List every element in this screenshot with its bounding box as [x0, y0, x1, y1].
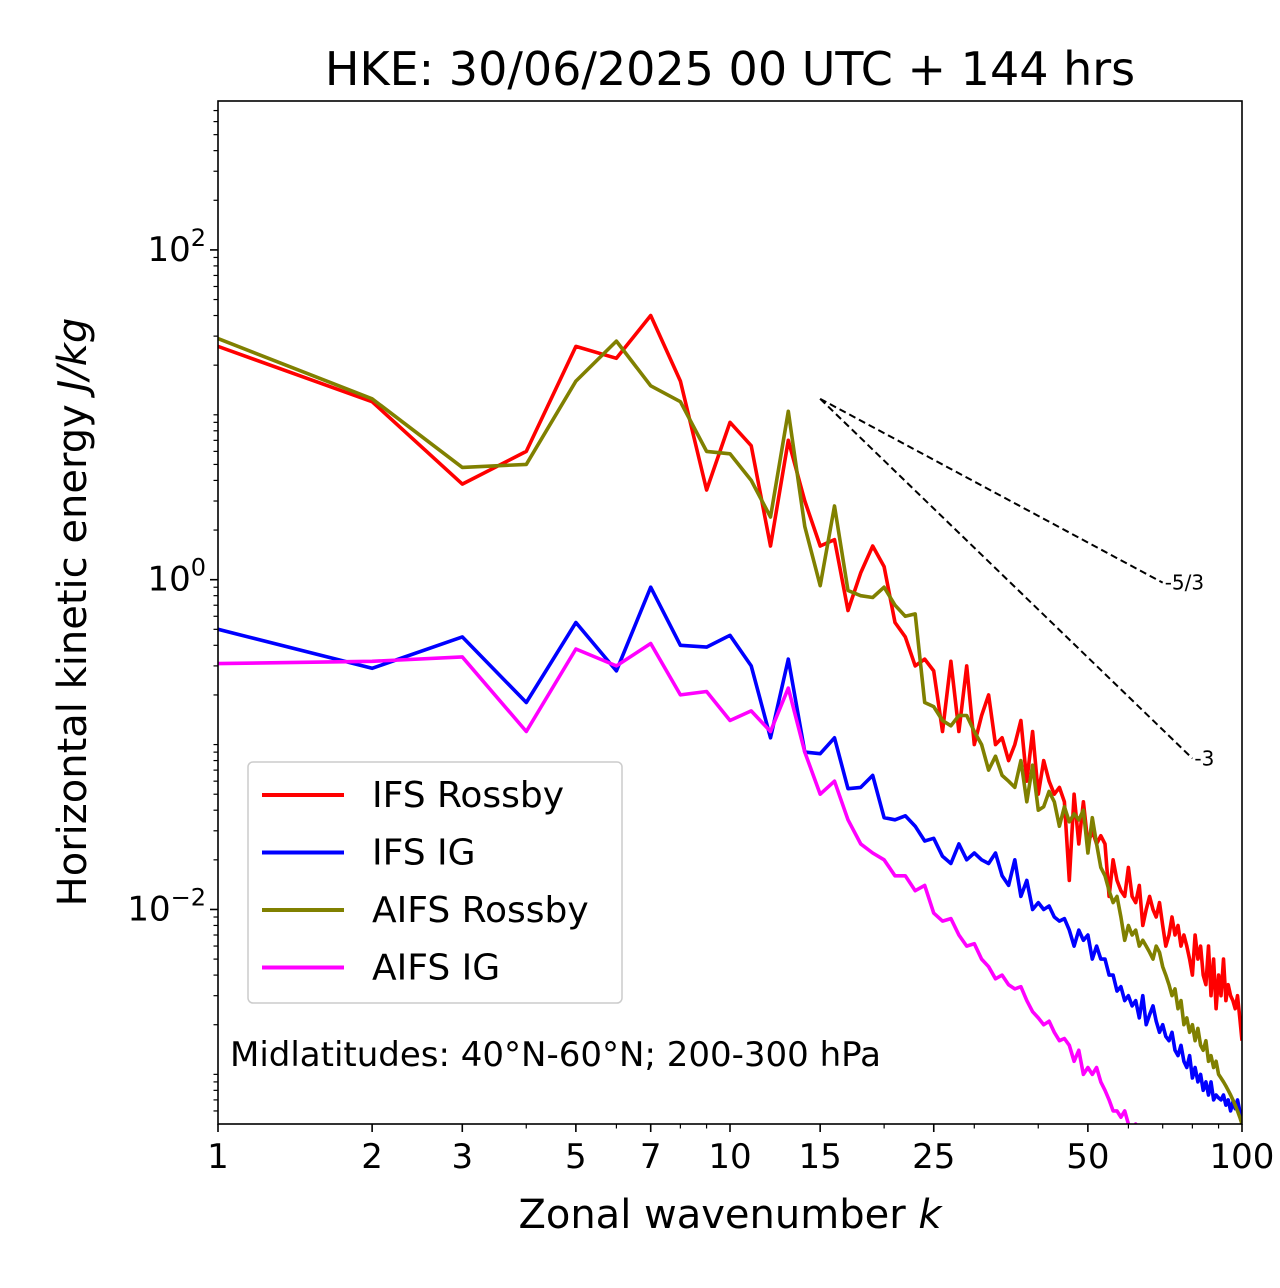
- x-tick-label-8: 25: [912, 1137, 955, 1177]
- x-tick-label-3: 3: [451, 1137, 473, 1177]
- series-line-4: [218, 641, 1138, 1124]
- slope-label-1: -5/3: [1165, 571, 1204, 595]
- y-axis-ticks: 102 100 10−2: [127, 109, 218, 1112]
- slope-line-1: [819, 397, 1164, 584]
- legend-label-2: IFS IG: [372, 833, 476, 874]
- x-axis-ticks: 1 2 3 5 7 10 15 25 50 100: [207, 1124, 1274, 1177]
- x-tick-label-7: 15: [799, 1137, 842, 1177]
- legend-label-4: AIFS IG: [372, 948, 500, 989]
- series-line-2: [218, 585, 1242, 1118]
- legend-label-1: IFS Rossby: [372, 775, 564, 816]
- y-axis-label: Horizontal kinetic energy J/kg: [50, 318, 96, 907]
- slope-line-2: [819, 398, 1194, 760]
- x-tick-label-10: 100: [1210, 1137, 1275, 1177]
- y-tick-label-2: 100: [147, 554, 206, 600]
- y-axis-label-units: J/kg: [50, 318, 96, 399]
- y-tick-label-1: 102: [147, 224, 206, 270]
- x-tick-label-1: 1: [207, 1137, 229, 1177]
- x-axis-label: Zonal wavenumber k: [518, 1192, 943, 1238]
- slope-label-2: -3: [1194, 746, 1214, 770]
- legend-box: [247, 761, 623, 1004]
- y-axis-label-text: Horizontal kinetic energy: [50, 392, 96, 907]
- legend: IFS Rossby IFS IG AIFS Rossby AIFS IG: [247, 761, 623, 1004]
- x-tick-label-5: 7: [640, 1137, 662, 1177]
- x-axis-label-text: Zonal wavenumber: [518, 1192, 918, 1238]
- legend-label-3: AIFS Rossby: [372, 890, 589, 931]
- series-layer: [218, 313, 1242, 1124]
- x-tick-label-6: 10: [708, 1137, 751, 1177]
- region-annotation: Midlatitudes: 40°N-60°N; 200-300 hPa: [230, 1035, 881, 1075]
- x-tick-label-4: 5: [565, 1137, 587, 1177]
- x-axis-label-var: k: [918, 1192, 943, 1238]
- x-tick-label-2: 2: [361, 1137, 383, 1177]
- chart-title: HKE: 30/06/2025 00 UTC + 144 hrs: [325, 42, 1135, 96]
- reference-slope-lines: -5/3 -3: [819, 397, 1214, 770]
- series-line-3: [218, 336, 1242, 1124]
- x-tick-label-9: 50: [1066, 1137, 1109, 1177]
- y-tick-label-3: 10−2: [127, 883, 206, 929]
